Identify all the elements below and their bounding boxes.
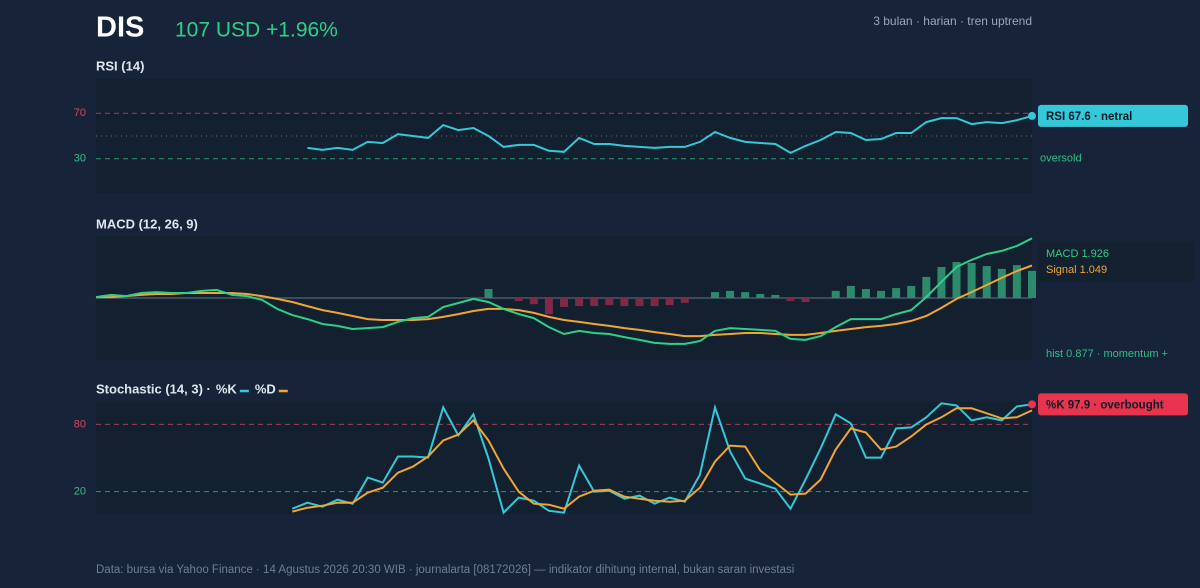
last-point bbox=[1028, 111, 1036, 120]
y-tick-label: 80 bbox=[74, 418, 86, 430]
hist-bar bbox=[590, 298, 599, 307]
hist-bar bbox=[484, 289, 493, 298]
legend-box bbox=[1038, 242, 1194, 282]
hist-bar bbox=[756, 293, 765, 298]
hist-bar bbox=[710, 292, 719, 298]
series-line bbox=[95, 237, 1033, 345]
quote: 107 USD +1.96% bbox=[175, 19, 338, 42]
last-point bbox=[1028, 400, 1036, 409]
hist-bar bbox=[831, 290, 840, 298]
series-line bbox=[307, 114, 1033, 155]
hist-bar bbox=[635, 298, 644, 307]
subtitle: 3 bulan · harian · tren uptrend bbox=[873, 14, 1032, 28]
hist-bar bbox=[544, 298, 553, 315]
panel-title: RSI (14) bbox=[96, 58, 144, 73]
hist-bar bbox=[997, 268, 1006, 298]
series-line bbox=[292, 407, 1033, 513]
hist-bar bbox=[1012, 265, 1021, 298]
legend-label: Signal 1.049 bbox=[1046, 264, 1107, 276]
hist-bar bbox=[665, 298, 674, 306]
panel bbox=[96, 402, 1032, 514]
hist-bar bbox=[877, 290, 886, 298]
callout-box bbox=[1038, 104, 1188, 127]
legend-label: MACD 1.926 bbox=[1046, 248, 1109, 260]
y-tick-label: 70 bbox=[74, 107, 86, 119]
hist-bar bbox=[560, 298, 568, 307]
hist-bar bbox=[650, 298, 659, 307]
y-tick-label: 20 bbox=[74, 486, 86, 498]
hist-bar bbox=[846, 285, 855, 298]
footer: Data: bursa via Yahoo Finance · 14 Agust… bbox=[96, 564, 794, 576]
hist-bar bbox=[801, 298, 810, 303]
hist-bar bbox=[575, 298, 584, 307]
hist-bar bbox=[861, 289, 870, 298]
hist-bar bbox=[620, 298, 629, 307]
callout-box bbox=[1038, 393, 1188, 416]
legend-label: %D bbox=[255, 381, 276, 396]
y-tick-label: 30 bbox=[74, 153, 86, 165]
hist-bar bbox=[771, 294, 780, 298]
callout: RSI 67.6 · netral bbox=[1046, 111, 1132, 123]
hist-label: hist 0.877 · momentum + bbox=[1046, 348, 1168, 360]
hist-bar bbox=[1028, 270, 1036, 298]
hist-bar bbox=[741, 292, 750, 298]
panel-title: MACD (12, 26, 9) bbox=[96, 216, 198, 231]
right-label: oversold bbox=[1040, 153, 1082, 165]
series-line bbox=[96, 264, 1033, 338]
legend-label: %K bbox=[216, 381, 238, 396]
hist-bar bbox=[922, 276, 931, 298]
hist-bar bbox=[907, 285, 916, 298]
hist-bar bbox=[786, 298, 795, 302]
hist-bar bbox=[680, 298, 689, 303]
hist-bar bbox=[605, 298, 614, 306]
hist-bar bbox=[514, 298, 523, 302]
ticker: DIS bbox=[96, 12, 144, 44]
callout: %K 97.9 · overbought bbox=[1046, 399, 1164, 411]
hist-bar bbox=[967, 262, 976, 298]
hist-bar bbox=[952, 262, 961, 298]
hist-bar bbox=[982, 266, 991, 298]
panel-title: Stochastic (14, 3) · bbox=[96, 381, 211, 396]
hist-bar bbox=[529, 298, 538, 305]
hist-bar bbox=[726, 290, 735, 298]
hist-bar bbox=[892, 288, 901, 298]
